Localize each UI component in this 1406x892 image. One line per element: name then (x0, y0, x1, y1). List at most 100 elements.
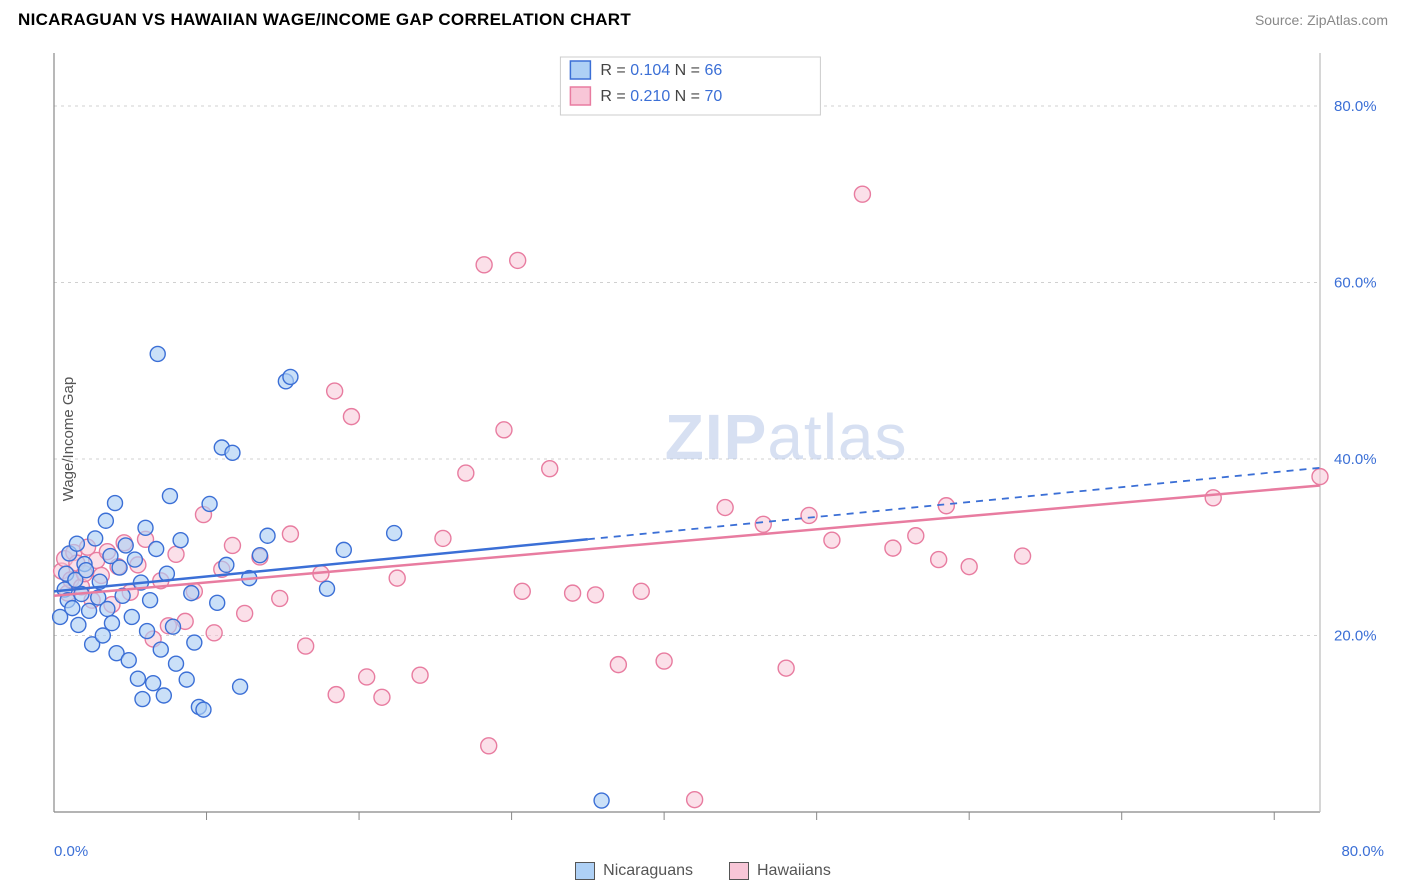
nicaraguans-point (108, 496, 123, 511)
nicaraguans-point (169, 656, 184, 671)
hawaiians-point (481, 738, 497, 754)
nicaraguans-point (179, 672, 194, 687)
stats-swatch (570, 87, 590, 105)
nicaraguans-point (210, 595, 225, 610)
hawaiians-point (272, 590, 288, 606)
hawaiians-point (854, 186, 870, 202)
nicaraguans-point (233, 679, 248, 694)
legend-swatch-pink (729, 862, 749, 880)
nicaraguans-point (153, 642, 168, 657)
scatter-chart: 20.0%40.0%60.0%80.0%ZIPatlasR = 0.104 N … (50, 45, 1388, 832)
hawaiians-point (938, 498, 954, 514)
nicaraguans-point (156, 688, 171, 703)
hawaiians-point (687, 792, 703, 808)
nicaraguans-point (150, 346, 165, 361)
chart-title: NICARAGUAN VS HAWAIIAN WAGE/INCOME GAP C… (18, 10, 631, 30)
nicaraguans-point (104, 616, 119, 631)
nicaraguans-point (387, 526, 402, 541)
nicaraguans-point (124, 609, 139, 624)
hawaiians-point (224, 537, 240, 553)
nicaraguans-point (100, 602, 115, 617)
legend-item-nicaraguans: Nicaraguans (575, 862, 693, 880)
nicaraguans-point (121, 653, 136, 668)
nicaraguans-point (219, 557, 234, 572)
trend-line (54, 485, 1320, 595)
nicaraguans-point (252, 548, 267, 563)
hawaiians-point (565, 585, 581, 601)
hawaiians-point (885, 540, 901, 556)
nicaraguans-point (146, 676, 161, 691)
legend-swatch-blue (575, 862, 595, 880)
hawaiians-point (298, 638, 314, 654)
nicaraguans-point (98, 513, 113, 528)
hawaiians-point (374, 689, 390, 705)
legend-label-hawaiians: Hawaiians (757, 862, 831, 880)
nicaraguans-point (79, 563, 94, 578)
nicaraguans-point (336, 542, 351, 557)
nicaraguans-point (165, 619, 180, 634)
nicaraguans-point (202, 496, 217, 511)
legend: Nicaraguans Hawaiians (0, 862, 1406, 880)
hawaiians-point (908, 528, 924, 544)
nicaraguans-point (127, 552, 142, 567)
nicaraguans-point (162, 489, 177, 504)
legend-item-hawaiians: Hawaiians (729, 862, 831, 880)
stats-row: R = 0.210 N = 70 (600, 88, 722, 105)
stats-swatch (570, 61, 590, 79)
chart-area: Wage/Income Gap 20.0%40.0%60.0%80.0%ZIPa… (50, 45, 1388, 832)
hawaiians-point (412, 667, 428, 683)
source-attribution: Source: ZipAtlas.com (1255, 12, 1388, 28)
hawaiians-point (476, 257, 492, 273)
hawaiians-point (496, 422, 512, 438)
nicaraguans-point (260, 528, 275, 543)
hawaiians-point (168, 546, 184, 562)
hawaiians-point (514, 583, 530, 599)
nicaraguans-point (196, 702, 211, 717)
nicaraguans-point (225, 445, 240, 460)
x-axis-max-label: 80.0% (1341, 843, 1384, 860)
y-tick-label: 40.0% (1334, 451, 1377, 468)
nicaraguans-point (118, 538, 133, 553)
hawaiians-point (717, 500, 733, 516)
hawaiians-point (327, 383, 343, 399)
nicaraguans-point (184, 586, 199, 601)
source-prefix: Source: (1255, 12, 1307, 28)
hawaiians-point (206, 625, 222, 641)
hawaiians-point (328, 687, 344, 703)
hawaiians-point (343, 409, 359, 425)
y-axis-label: Wage/Income Gap (60, 376, 77, 501)
hawaiians-point (458, 465, 474, 481)
hawaiians-point (610, 657, 626, 673)
stats-row: R = 0.104 N = 66 (600, 62, 722, 79)
hawaiians-point (961, 559, 977, 575)
nicaraguans-point (140, 624, 155, 639)
nicaraguans-point (65, 601, 80, 616)
hawaiians-point (389, 570, 405, 586)
x-axis-min-label: 0.0% (54, 843, 88, 860)
hawaiians-point (931, 552, 947, 568)
hawaiians-point (1312, 469, 1328, 485)
source-name: ZipAtlas.com (1307, 12, 1388, 28)
nicaraguans-point (173, 533, 188, 548)
hawaiians-point (282, 526, 298, 542)
y-tick-label: 60.0% (1334, 274, 1377, 291)
hawaiians-point (359, 669, 375, 685)
nicaraguans-point (82, 603, 97, 618)
nicaraguans-point (88, 531, 103, 546)
nicaraguans-point (135, 692, 150, 707)
hawaiians-point (237, 605, 253, 621)
legend-label-nicaraguans: Nicaraguans (603, 862, 693, 880)
hawaiians-point (633, 583, 649, 599)
hawaiians-point (1015, 548, 1031, 564)
y-tick-label: 20.0% (1334, 627, 1377, 644)
nicaraguans-point (283, 369, 298, 384)
y-tick-label: 80.0% (1334, 98, 1377, 115)
hawaiians-point (510, 252, 526, 268)
nicaraguans-point (143, 593, 158, 608)
stats-box: R = 0.104 N = 66 R = 0.210 N = 70 (560, 57, 820, 115)
hawaiians-point (435, 530, 451, 546)
nicaraguans-point (69, 536, 84, 551)
hawaiians-point (824, 532, 840, 548)
nicaraguans-point (594, 793, 609, 808)
hawaiians-point (755, 516, 771, 532)
